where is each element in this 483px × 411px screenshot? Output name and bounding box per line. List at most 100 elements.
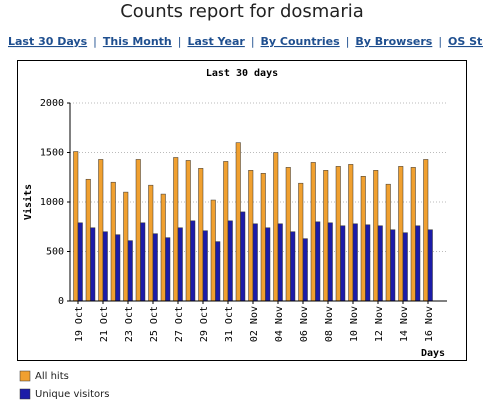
bar	[90, 227, 96, 302]
bar	[202, 230, 208, 302]
bar	[360, 176, 366, 302]
bar	[402, 232, 408, 302]
bar	[265, 227, 271, 302]
bar	[273, 152, 279, 302]
nav-link[interactable]: By Browsers	[355, 35, 432, 48]
bar	[240, 211, 246, 302]
legend-swatch	[19, 388, 31, 400]
x-tick-label: 31 Oct	[224, 306, 235, 342]
bar	[310, 162, 316, 302]
bar	[185, 160, 191, 302]
bar	[340, 225, 346, 302]
page-title: Counts report for dosmaria	[120, 1, 364, 22]
bar	[165, 237, 171, 302]
nav-link[interactable]: Last 30 Days	[8, 35, 88, 48]
y-tick-label: 0	[58, 296, 64, 307]
bar	[198, 168, 204, 302]
bar	[285, 167, 291, 302]
chart-title: Last 30 days	[206, 68, 278, 79]
chart-frame	[17, 60, 467, 361]
x-tick-label: 14 Nov	[399, 306, 410, 342]
bar	[327, 222, 333, 302]
bar	[373, 170, 379, 302]
bar	[365, 224, 371, 302]
bar	[277, 223, 283, 302]
x-tick-label: 25 Oct	[149, 306, 160, 342]
x-tick-label: 06 Nov	[299, 306, 310, 342]
bar	[177, 227, 183, 302]
legend-swatch	[19, 370, 31, 382]
bar	[398, 166, 404, 302]
nav-separator: |	[178, 35, 182, 48]
bar	[135, 159, 141, 302]
bar	[123, 191, 129, 302]
bar	[160, 193, 166, 302]
bar	[148, 184, 154, 302]
x-tick-label: 29 Oct	[199, 306, 210, 342]
bar	[427, 229, 433, 302]
nav-separator: |	[346, 35, 350, 48]
x-tick-label: 02 Nov	[249, 306, 260, 342]
bar	[385, 183, 391, 302]
x-tick-label: 16 Nov	[424, 306, 435, 342]
x-tick-label: 12 Nov	[374, 306, 385, 342]
bar	[298, 182, 304, 302]
legend-label: Unique visitors	[35, 389, 110, 400]
nav-link[interactable]: OS Stats	[448, 35, 483, 48]
y-tick-label: 2000	[40, 98, 64, 109]
bar	[110, 181, 116, 302]
bar	[335, 166, 341, 302]
bar	[77, 222, 83, 302]
x-tick-label: 27 Oct	[174, 306, 185, 342]
nav-link[interactable]: By Countries	[261, 35, 341, 48]
bar	[415, 225, 421, 302]
bar	[348, 164, 354, 302]
bar	[352, 223, 358, 302]
bar	[85, 178, 91, 302]
bar	[152, 233, 158, 302]
bar	[377, 225, 383, 302]
bar	[252, 223, 258, 302]
nav-separator: |	[251, 35, 255, 48]
x-tick-label: 04 Nov	[274, 306, 285, 342]
x-tick-label: 10 Nov	[349, 306, 360, 342]
bar	[302, 238, 308, 302]
bar	[210, 199, 216, 302]
bar	[140, 222, 146, 302]
y-tick-label: 1500	[40, 148, 64, 159]
y-axis-label: Visits	[22, 184, 34, 220]
nav-separator: |	[93, 35, 97, 48]
x-axis-label: Days	[421, 348, 445, 359]
bar	[290, 231, 296, 302]
bar	[235, 142, 241, 302]
nav-link[interactable]: This Month	[103, 35, 172, 48]
y-tick-label: 1000	[40, 197, 64, 208]
bar	[98, 159, 104, 302]
bar	[127, 240, 133, 302]
x-tick-label: 23 Oct	[124, 306, 135, 342]
bar	[248, 170, 254, 302]
bar	[260, 173, 266, 302]
bar	[115, 234, 121, 302]
bar	[227, 220, 233, 302]
bar	[410, 167, 416, 302]
x-tick-label: 21 Oct	[99, 306, 110, 342]
bar	[323, 170, 329, 302]
legend-label: All hits	[35, 371, 69, 382]
y-tick-label: 500	[46, 247, 64, 258]
nav-link[interactable]: Last Year	[187, 35, 245, 48]
bar	[215, 241, 221, 302]
bar	[102, 231, 108, 302]
bar	[190, 220, 196, 302]
bar	[173, 157, 179, 302]
nav-separator: |	[438, 35, 442, 48]
bar	[390, 229, 396, 302]
bar	[73, 151, 79, 302]
bar	[423, 159, 429, 302]
bar	[315, 221, 321, 302]
x-tick-label: 08 Nov	[324, 306, 335, 342]
bar	[223, 161, 229, 302]
x-tick-label: 19 Oct	[74, 306, 85, 342]
